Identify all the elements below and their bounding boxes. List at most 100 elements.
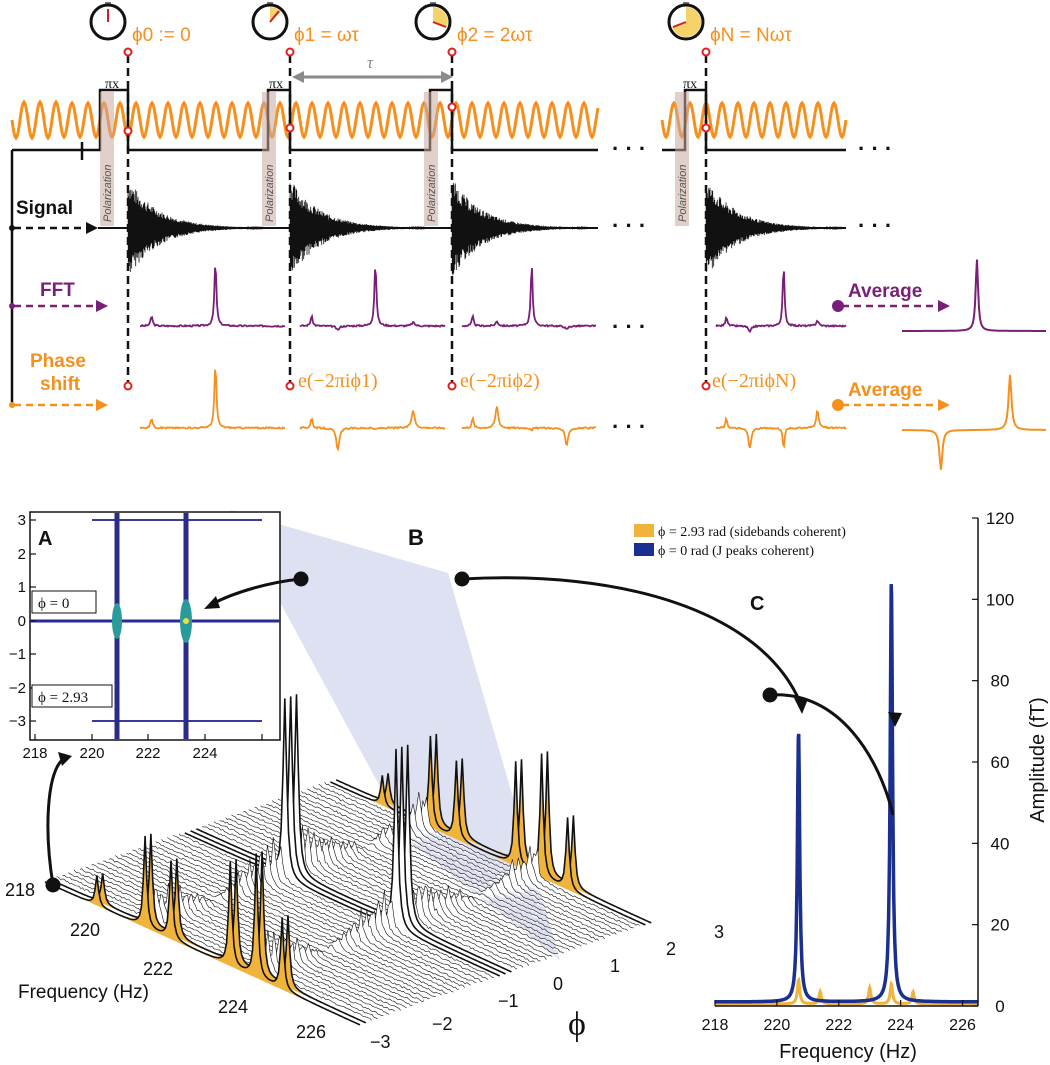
panel-c: ϕ = 2.93 rad (sidebands coherent) ϕ = 0 … [628,509,1049,1063]
waterfall-fill-17 [144,846,459,991]
waterfall-trace-50 [335,733,652,924]
waterfall-fill-42 [289,795,605,940]
panel-c-ytick-3: 60 [991,753,1010,772]
waterfall-fill-41 [283,798,599,942]
phi-tick-1: −2 [432,1014,453,1034]
waterfall-trace-3 [62,874,378,1020]
waterfall-fill-15 [132,850,448,995]
panel-c-series-1 [715,976,978,1006]
freq-axis-label: Frequency (Hz) [18,982,149,1003]
waterfall-fill-43 [295,794,611,938]
panel-c-xtick-3: 224 [887,1017,914,1034]
average-arrow-fft [832,300,950,312]
pulse-sequence: ϕ0 := 0 ϕ1 = ωτ ϕ2 = 2ωτ ϕN = Nωτ [9,2,1046,470]
waterfall-trace-14 [126,852,442,996]
waterfall-trace-37 [260,805,576,949]
panel-b-label: B [408,525,424,550]
phi-axis-label: ϕ [568,1006,586,1043]
phi-tick-0: −3 [370,1032,391,1052]
panel-c-label: C [750,593,764,615]
waterfall-trace-16 [138,848,454,993]
pulse-label-0: πx [105,77,119,92]
fft-spectrum-1 [299,269,446,331]
oscillation-segment-1 [660,100,848,140]
waterfall-trace-47 [318,784,634,929]
waterfall-trace-31 [225,817,541,962]
ellipsis-1: · · · [612,136,646,161]
panel-a: 3 2 1 0 −1 −2 −3 218 220 222 224 A ϕ = 0… [9,511,281,762]
legend-text-1: ϕ = 0 rad (J peaks coherent) [658,544,814,559]
average-fft-spectrum [902,259,1046,332]
phase-factor-N: e(−2πiϕN) [712,370,796,392]
average-phase-spectrum [902,374,1046,470]
waterfall-trace-43 [295,793,611,936]
panel-b: B 218 220 222 224 226 Frequency (Hz) −3 … [5,510,724,1052]
waterfall-fill-1 [50,833,366,1023]
connector-arrows [45,571,902,893]
waterfall-trace-44 [301,791,617,935]
phase-spectrum-1 [299,410,446,452]
ellipsis-2: · · · [858,136,892,161]
panel-c-x-axis: 218 220 222 224 226 [702,1000,976,1034]
waterfall-trace-21 [167,837,483,983]
average-label-fft: Average [848,281,922,302]
waterfall-trace-2 [56,876,372,1021]
panel-a-xtick-3: 224 [192,745,217,762]
waterfall-trace-26 [196,694,512,973]
tau-label: τ [367,53,374,72]
waterfall-trace-49 [330,735,646,926]
legend-swatch-navy [634,543,654,556]
tau-arrow: τ [292,53,453,83]
waterfall-fill-14 [126,853,442,997]
waterfall-trace-29 [213,821,530,966]
waterfall-trace-20 [161,839,477,983]
freq-axis: 218 220 222 224 226 Frequency (Hz) [5,880,326,1042]
pulse-label-1: πx [269,77,283,92]
phase-label-N: ϕN = Nωτ [710,25,792,46]
panel-a-ytick-6: −3 [9,713,26,730]
panel-a-xtick-1: 220 [79,745,104,762]
waterfall-fill-38 [266,804,582,948]
phase-label-0: ϕ0 := 0 [132,25,191,46]
phase-spectrum-2 [461,406,597,447]
waterfall-trace-0 [44,835,361,1026]
waterfall-trace-19 [155,841,471,986]
signal-arrow [9,222,98,234]
waterfall-fill-13 [120,854,436,999]
waterfall-trace-45 [306,788,623,932]
signal-decays [98,182,846,276]
fft-spectrum-3 [715,271,847,334]
panel-c-ytick-1: 20 [991,916,1010,935]
waterfall-trace-46 [312,786,629,931]
stopwatch-icon-N [667,2,705,41]
panel-c-xtick-1: 220 [764,1017,791,1034]
ellipsis-4: · · · [858,213,892,238]
waterfall-fill-46 [312,786,628,932]
phase-spectrum-3 [715,409,847,449]
waterfall-trace-1 [50,833,367,1024]
panel-c-ytick-6: 120 [986,509,1014,528]
fft-spectrum-2 [461,268,597,330]
waterfall-fill-0 [45,835,360,1025]
panel-a-ytick-2: 1 [18,579,26,596]
polarization-boxes: Polarization Polarization Polarization P… [100,92,689,226]
signal-decay-2 [451,182,589,276]
signal-decay-0 [127,188,265,273]
waterfall-trace-24 [184,698,501,977]
panel-c-plot [715,584,978,1006]
waterfall-trace-15 [132,849,448,994]
waterfall-fill-47 [318,784,634,930]
waterfall-fill-49 [330,735,646,925]
waterfall-trace-40 [277,798,594,943]
fft-arrow [9,300,108,312]
waterfall-trace-25 [190,696,506,975]
pulse-label-N: πx [683,77,697,92]
phase-shift-label-2: shift [40,374,81,395]
spectra-row [139,259,1046,470]
waterfall-trace-42 [289,794,605,940]
waterfall-trace-7 [85,866,402,1011]
panel-a-ytick-5: −2 [9,680,26,697]
panel-a-ytick-1: 2 [18,546,26,563]
phase-shift-arrow [9,399,108,411]
average-label-phase: Average [848,380,922,401]
